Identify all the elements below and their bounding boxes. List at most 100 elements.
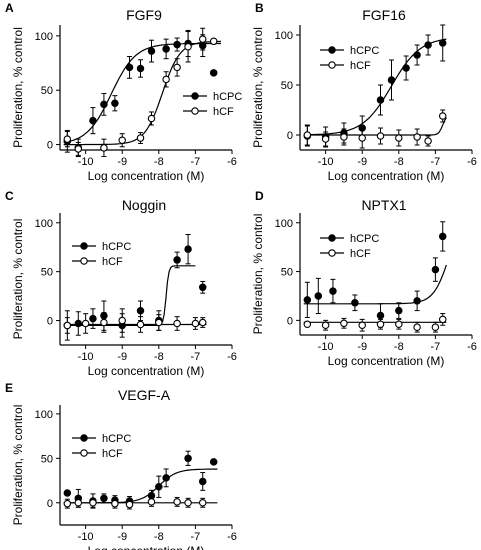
y-axis-label: Proliferation, % control — [251, 27, 265, 148]
legend-marker — [328, 46, 336, 54]
y-tick-label: 100 — [35, 31, 53, 43]
x-tick-label: -10 — [318, 341, 334, 353]
x-tick-label: -8 — [154, 351, 164, 363]
data-point — [136, 64, 145, 73]
data-point — [395, 306, 403, 315]
data-point — [351, 299, 359, 307]
data-point — [100, 318, 108, 327]
data-point — [147, 498, 156, 506]
x-tick-label: -6 — [227, 531, 237, 543]
y-tick-label: 50 — [281, 80, 293, 92]
data-point — [173, 319, 181, 328]
y-tick-label: 50 — [41, 267, 53, 279]
data-point — [63, 499, 72, 508]
data-point — [431, 323, 440, 331]
data-point — [402, 64, 410, 72]
data-point — [413, 323, 421, 331]
fit-curve — [303, 117, 447, 136]
data-point — [198, 318, 207, 327]
legend-label: hCPC — [350, 45, 379, 57]
x-tick-label: -7 — [431, 156, 441, 168]
data-point — [184, 454, 192, 463]
legend: hCPC hCF — [320, 45, 379, 72]
data-point — [63, 489, 72, 497]
data-point — [100, 100, 108, 109]
fit-curve — [63, 40, 222, 146]
y-axis-label: Proliferation, % control — [11, 219, 25, 340]
chart-title: Noggin — [122, 197, 166, 213]
y-tick-label: 0 — [47, 140, 53, 152]
data-point — [89, 314, 97, 323]
data-point — [395, 134, 403, 142]
data-point — [173, 63, 181, 72]
legend-marker — [328, 249, 336, 257]
legend-label: hCPC — [350, 233, 379, 245]
legend-marker — [80, 434, 88, 442]
x-axis-label: Log concentration (M) — [328, 169, 445, 183]
series-hcf — [63, 496, 218, 510]
data-point — [173, 498, 181, 506]
data-point — [198, 35, 207, 43]
data-point — [314, 292, 323, 300]
y-tick-label: 0 — [287, 315, 293, 327]
data-point — [118, 136, 126, 144]
data-point — [329, 287, 337, 295]
y-tick-label: 50 — [41, 453, 53, 465]
panel-letter: B — [255, 1, 264, 15]
x-tick-label: -10 — [78, 351, 94, 363]
x-tick-label: -6 — [467, 156, 477, 168]
legend-marker — [80, 257, 88, 265]
data-point — [321, 135, 330, 143]
data-point — [438, 315, 447, 324]
panel-b: B FGF16 0 50 100 -10 -9 -8 -7 -6 Log concentration… — [251, 1, 477, 183]
chart-title: FGF16 — [362, 7, 406, 23]
panel-e: E VEGF-A 0 50 100 -10 -9 -8 -7 -6 Log concentratio… — [5, 381, 237, 550]
data-point — [184, 42, 192, 51]
legend: hCPC hCF — [183, 91, 242, 118]
data-point — [74, 145, 83, 153]
data-point — [209, 37, 218, 46]
data-point — [424, 137, 432, 145]
legend-label: hCPC — [102, 433, 131, 445]
x-tick-label: -10 — [78, 156, 94, 168]
data-point — [438, 112, 447, 120]
legend-marker — [328, 234, 336, 242]
data-point — [340, 319, 348, 328]
data-point — [209, 69, 218, 77]
data-point — [136, 134, 145, 142]
x-axis-label: Log concentration (M) — [88, 544, 205, 550]
x-tick-label: -8 — [154, 531, 164, 543]
data-point — [198, 283, 207, 292]
data-point — [184, 245, 192, 253]
legend-marker — [191, 92, 199, 100]
data-point — [413, 51, 421, 59]
x-axis-label: Log concentration (M) — [88, 169, 205, 183]
y-tick-label: 50 — [281, 267, 293, 279]
data-point — [155, 318, 163, 327]
data-point — [340, 133, 348, 141]
legend-label: hCF — [213, 106, 234, 118]
panel-letter: E — [5, 381, 13, 395]
x-tick-label: -8 — [394, 156, 404, 168]
data-point — [125, 500, 134, 509]
y-axis-label: Proliferation, % control — [11, 27, 25, 148]
legend-label: hCF — [350, 60, 371, 72]
data-point — [136, 307, 145, 315]
panel-a: A FGF9 0 50 100 -10 -9 -8 -7 -6 Log concentration … — [5, 1, 242, 183]
legend-marker — [328, 61, 336, 69]
data-point — [438, 232, 447, 241]
x-tick-label: -7 — [191, 531, 201, 543]
legend: hCPC hCF — [72, 433, 131, 460]
x-tick-label: -9 — [357, 156, 367, 168]
panel-letter: D — [255, 189, 264, 203]
data-point — [413, 297, 421, 305]
y-tick-label: 0 — [287, 130, 293, 142]
data-point — [376, 320, 385, 329]
data-point — [147, 47, 156, 55]
data-point — [147, 114, 156, 123]
legend: hCPC hCF — [72, 241, 131, 268]
fit-curve — [63, 468, 218, 504]
x-tick-label: -7 — [191, 156, 201, 168]
legend-label: hCF — [102, 448, 123, 460]
